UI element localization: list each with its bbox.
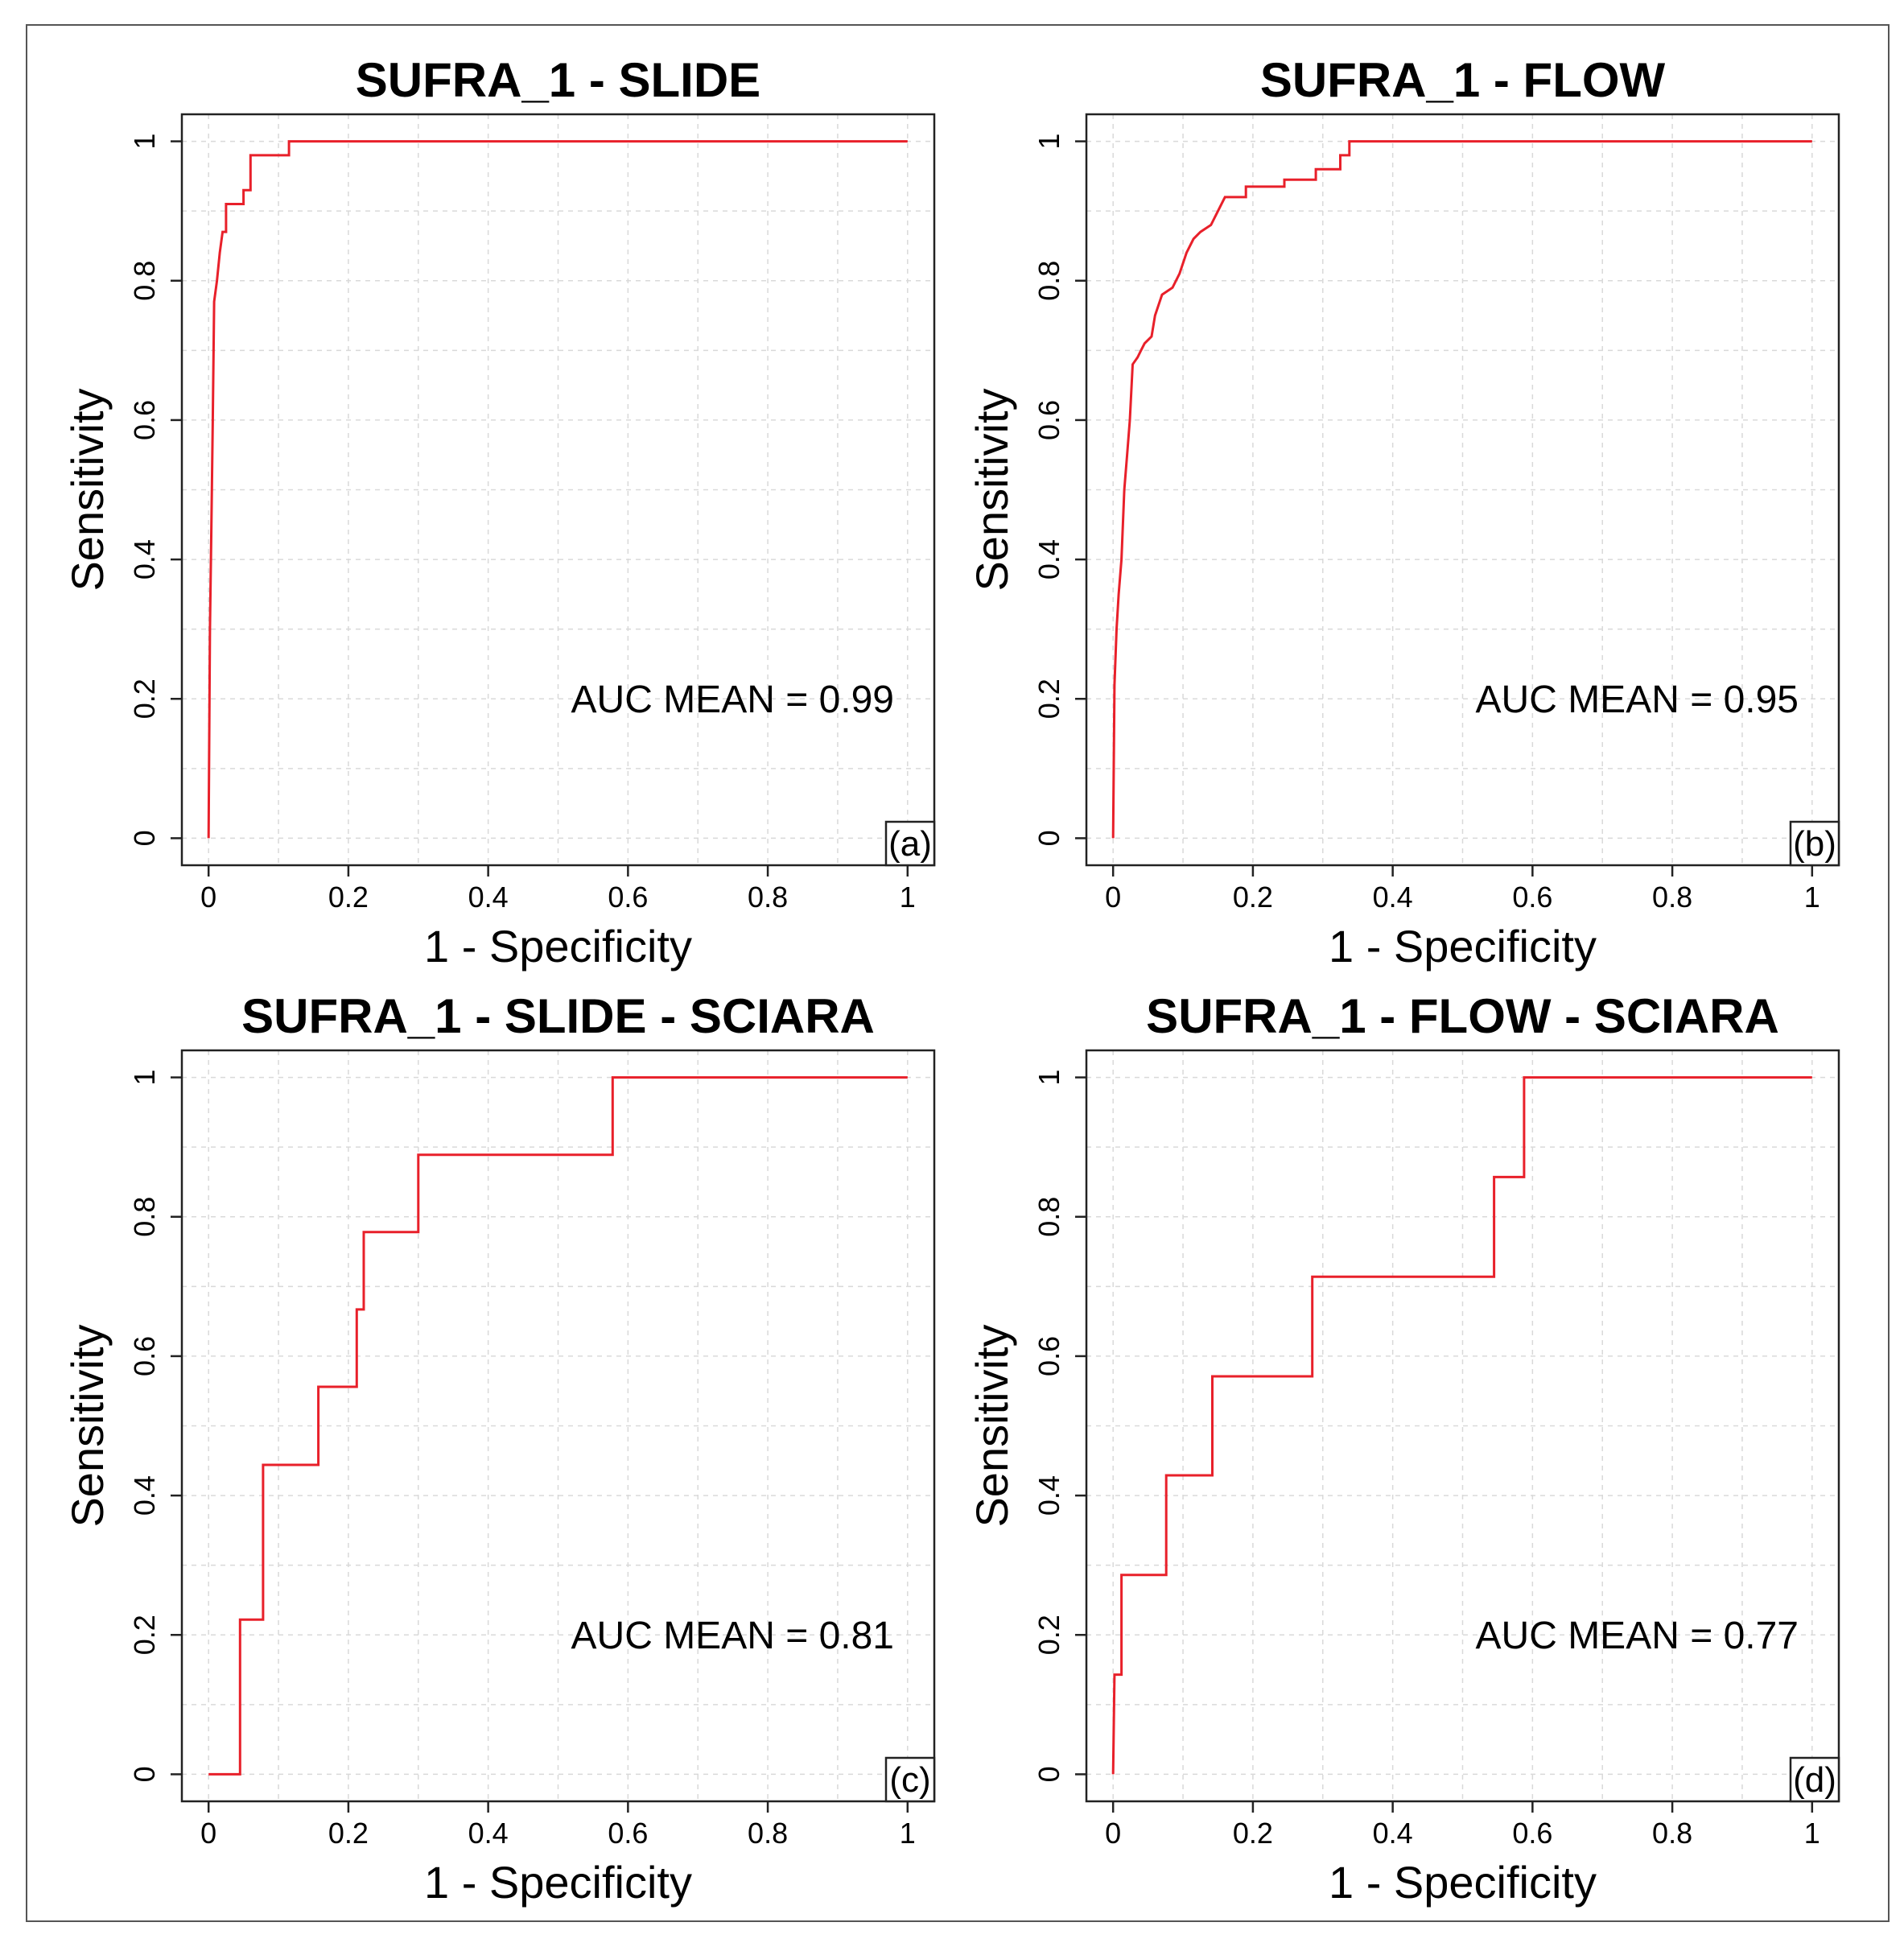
panel-tag-label: (b) (1793, 824, 1836, 864)
y-tick-label: 0.4 (128, 539, 161, 580)
y-tick-label: 0 (1032, 1766, 1065, 1782)
plot-box (1085, 1049, 1840, 1803)
y-tick-label: 0.8 (128, 1197, 161, 1237)
panel-tag-box (884, 820, 936, 867)
y-tick-label: 0.4 (128, 1475, 161, 1516)
x-tick-label: 0.2 (1233, 881, 1273, 914)
y-tick-label: 0.6 (128, 400, 161, 440)
plot-box (1085, 113, 1840, 867)
x-axis-label: 1 - Specificity (1329, 1857, 1597, 1908)
x-tick-label: 0 (1105, 881, 1121, 914)
panel-tag-label: (c) (889, 1760, 930, 1800)
y-tick-label: 0.2 (128, 1615, 161, 1655)
x-axis-label: 1 - Specificity (424, 1857, 692, 1908)
y-tick-label: 0 (128, 1766, 161, 1782)
panel-tag-box (1789, 820, 1840, 867)
x-tick-label: 0.2 (328, 881, 369, 914)
y-axis-label: Sensitivity (966, 1324, 1017, 1527)
chart-title: SUFRA_1 - FLOW (1260, 53, 1666, 107)
x-tick-label: 0.4 (468, 1817, 509, 1850)
y-axis-label: Sensitivity (966, 388, 1017, 591)
y-tick-label: 1 (1032, 1070, 1065, 1086)
roc-curve-line (1111, 140, 1812, 839)
roc-curve-line (207, 140, 908, 839)
roc-curve-line (208, 1076, 908, 1776)
plot-box (180, 1049, 936, 1803)
y-tick-label: 0.4 (1032, 1475, 1065, 1516)
y-tick-label: 0.6 (1032, 1336, 1065, 1376)
y-tick-label: 0 (1032, 830, 1065, 846)
roc-panel-c: 0 0.2 0.4 0.6 0.8 1 0 0.2 0.4 0.6 0.8 1 SUFRA_1 - SL… (62, 989, 936, 1908)
x-tick-label: 0 (1105, 1817, 1121, 1850)
x-tick-label: 1 (900, 881, 916, 914)
auc-annotation: AUC MEAN = 0.77 (1476, 1615, 1799, 1657)
y-tick-label: 0.2 (1032, 1615, 1065, 1655)
auc-annotation: AUC MEAN = 0.99 (571, 679, 894, 721)
x-axis-label: 1 - Specificity (1329, 921, 1597, 971)
roc-panel-a: 0 0.2 0.4 0.6 0.8 1 0 0.2 0.4 0.6 0.8 1 SUFRA_1 - SL… (62, 53, 936, 971)
figure-frame (26, 24, 1890, 1922)
y-tick-label: 0.6 (1032, 400, 1065, 440)
x-tick-label: 1 (1804, 1817, 1820, 1850)
y-tick-label: 0.6 (128, 1336, 161, 1376)
x-tick-label: 0.4 (468, 881, 509, 914)
x-tick-label: 0.6 (608, 881, 648, 914)
x-tick-label: 0.8 (1652, 1817, 1692, 1850)
x-tick-label: 0.4 (1373, 881, 1413, 914)
x-tick-label: 0.8 (748, 881, 788, 914)
x-tick-label: 0 (200, 881, 216, 914)
x-tick-label: 0.6 (1512, 1817, 1552, 1850)
panel-tag-box (1789, 1756, 1840, 1803)
x-tick-label: 0.8 (748, 1817, 788, 1850)
y-tick-label: 0.8 (1032, 1197, 1065, 1237)
x-tick-label: 1 (900, 1817, 916, 1850)
y-axis-label: Sensitivity (62, 1324, 113, 1527)
x-tick-label: 0.2 (328, 1817, 369, 1850)
y-tick-label: 1 (1032, 134, 1065, 150)
auc-annotation: AUC MEAN = 0.95 (1476, 679, 1799, 721)
x-tick-label: 0.4 (1373, 1817, 1413, 1850)
y-tick-label: 1 (128, 1070, 161, 1086)
y-tick-label: 0.8 (128, 261, 161, 301)
plot-box (180, 113, 936, 867)
y-tick-label: 0.2 (128, 679, 161, 719)
auc-annotation: AUC MEAN = 0.81 (571, 1615, 894, 1657)
y-tick-label: 0.2 (1032, 679, 1065, 719)
roc-panel-d: 0 0.2 0.4 0.6 0.8 1 0 0.2 0.4 0.6 0.8 1 SUFRA_1 - FL… (966, 989, 1840, 1908)
x-tick-label: 0 (200, 1817, 216, 1850)
y-tick-label: 1 (128, 134, 161, 150)
x-tick-label: 0.8 (1652, 881, 1692, 914)
x-tick-label: 0.2 (1233, 1817, 1273, 1850)
x-axis-label: 1 - Specificity (424, 921, 692, 971)
x-tick-label: 1 (1804, 881, 1820, 914)
roc-panel-b: 0 0.2 0.4 0.6 0.8 1 0 0.2 0.4 0.6 0.8 1 SUFRA_1 - FL… (966, 53, 1840, 971)
y-tick-label: 0 (128, 830, 161, 846)
x-tick-label: 0.6 (608, 1817, 648, 1850)
x-tick-label: 0.6 (1512, 881, 1552, 914)
y-axis-label: Sensitivity (62, 388, 113, 591)
panel-tag-label: (d) (1793, 1760, 1836, 1800)
y-tick-label: 0.4 (1032, 539, 1065, 580)
chart-title: SUFRA_1 - SLIDE - SCIARA (241, 989, 875, 1043)
panel-tag-box (884, 1756, 936, 1803)
y-tick-label: 0.8 (1032, 261, 1065, 301)
panel-tag-label: (a) (888, 824, 932, 864)
chart-title: SUFRA_1 - FLOW - SCIARA (1146, 989, 1779, 1043)
chart-title: SUFRA_1 - SLIDE (356, 53, 760, 107)
roc-curve-line (1111, 1076, 1812, 1775)
